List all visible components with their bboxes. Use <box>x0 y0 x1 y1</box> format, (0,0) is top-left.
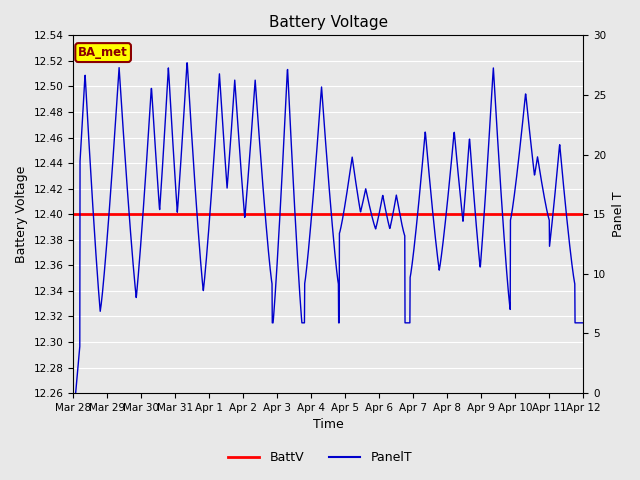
Y-axis label: Battery Voltage: Battery Voltage <box>15 166 28 263</box>
Legend: BattV, PanelT: BattV, PanelT <box>223 446 417 469</box>
Text: BA_met: BA_met <box>78 46 128 59</box>
X-axis label: Time: Time <box>313 419 344 432</box>
Y-axis label: Panel T: Panel T <box>612 192 625 237</box>
Title: Battery Voltage: Battery Voltage <box>269 15 388 30</box>
